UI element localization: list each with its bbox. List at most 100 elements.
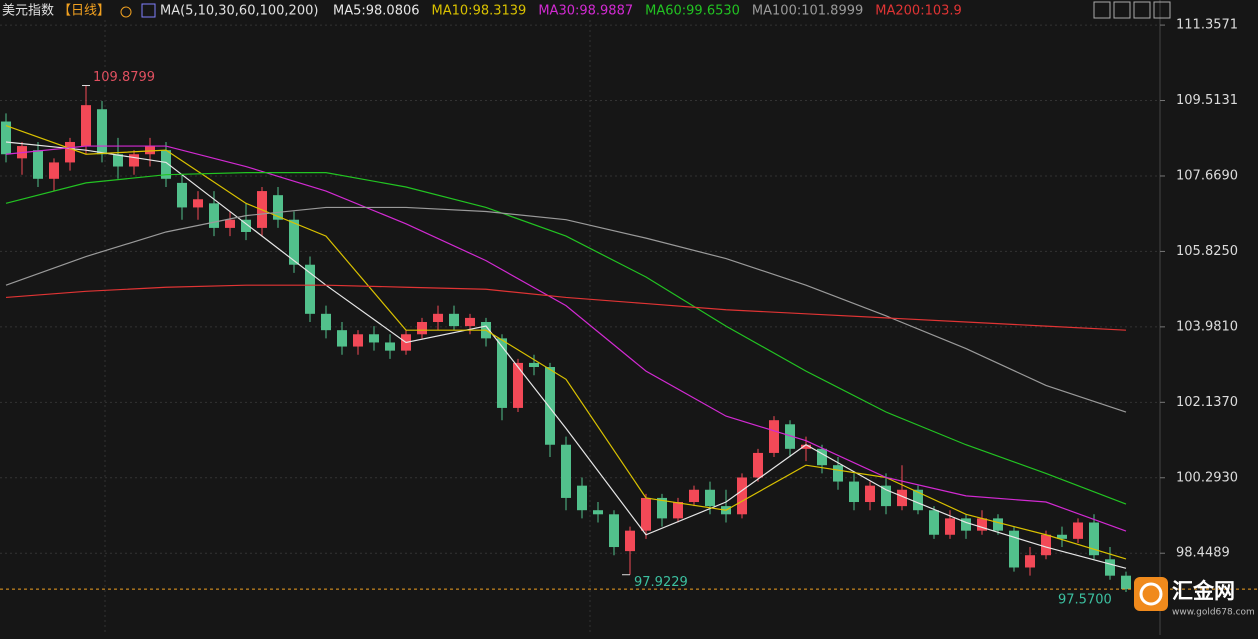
ma-line: [5, 145, 1127, 532]
candle-body: [817, 448, 827, 466]
ma-label: MA(5,10,30,60,100,200): [160, 4, 318, 19]
candle-body: [449, 313, 459, 327]
high-label: 109.8799: [93, 70, 155, 85]
candle-body: [369, 334, 379, 343]
candle-body: [977, 518, 987, 531]
candle-body: [881, 485, 891, 507]
candle-body: [353, 334, 363, 347]
candle-body: [561, 444, 571, 498]
y-tick-label: 109.5131: [1176, 93, 1238, 108]
candle-body: [81, 105, 91, 147]
candle-body: [913, 489, 923, 511]
candle-body: [1009, 530, 1019, 568]
candle-body: [1, 121, 11, 155]
legend-entry: MA10:98.3139: [432, 4, 527, 19]
candle-body: [993, 518, 1003, 531]
candle-body: [225, 219, 235, 228]
candle-body: [737, 477, 747, 515]
y-tick-label: 103.9810: [1176, 319, 1238, 334]
candle-body: [385, 342, 395, 351]
candle-body: [577, 485, 587, 511]
legend-entry: MA30:98.9887: [538, 4, 633, 19]
candle-body: [513, 362, 523, 408]
candle-body: [1041, 534, 1051, 556]
candle-body: [337, 330, 347, 347]
y-tick-label: 102.1370: [1176, 395, 1238, 410]
candle-body: [641, 497, 651, 531]
candle-body: [1073, 522, 1083, 539]
candle-body: [897, 489, 907, 507]
candle-body: [273, 195, 283, 220]
legend-entry: MA200:103.9: [875, 4, 962, 19]
candle-body: [417, 322, 427, 335]
candle-body: [65, 141, 75, 163]
ma-line: [5, 206, 1127, 413]
y-tick-label: 98.4489: [1176, 546, 1230, 561]
watermark: 汇金网 www.gold678.com: [1134, 577, 1255, 618]
last-price-label: 97.5700: [1058, 593, 1112, 608]
ma-line: [5, 172, 1127, 505]
ma-icon[interactable]: [141, 3, 156, 18]
candle-body: [609, 514, 619, 548]
logo-mark: [1139, 582, 1163, 606]
candle-body: [1025, 555, 1035, 568]
candle-body: [625, 530, 635, 552]
candle-body: [97, 109, 107, 155]
watermark-name: 汇金网: [1172, 579, 1235, 603]
candle-body: [129, 154, 139, 167]
candle-body: [177, 182, 187, 208]
y-tick-label: 107.6690: [1176, 168, 1238, 183]
tool-button[interactable]: [1113, 1, 1131, 19]
tool-button[interactable]: [1153, 1, 1171, 19]
period[interactable]: 【日线】: [58, 4, 110, 19]
candle-body: [145, 146, 155, 155]
header: 美元指数 【日线】 MA(5,10,30,60,100,200): [2, 3, 318, 19]
ma-line: [5, 141, 1127, 569]
watermark-url: www.gold678.com: [1172, 608, 1255, 618]
low-label: 97.9229: [634, 575, 688, 590]
tool-button[interactable]: [1093, 1, 1111, 19]
candle-body: [689, 489, 699, 503]
candle-body: [753, 452, 763, 478]
candle-body: [305, 264, 315, 314]
y-tick-label: 100.2930: [1176, 470, 1238, 485]
candle-body: [801, 444, 811, 449]
candle-body: [545, 367, 555, 445]
candle-body: [929, 510, 939, 535]
candle-body: [49, 162, 59, 179]
candle-body: [321, 313, 331, 331]
candle-body: [1057, 534, 1067, 539]
candle-body: [33, 150, 43, 179]
candle-body: [529, 362, 539, 368]
candle-body: [961, 518, 971, 531]
candle-body: [209, 203, 219, 228]
candle-body: [865, 485, 875, 503]
candle-body: [785, 424, 795, 449]
logo: [1134, 577, 1168, 611]
candle-body: [241, 219, 251, 232]
candle-body: [289, 219, 299, 265]
toggle-icon[interactable]: [120, 6, 132, 18]
toolbar: [1093, 1, 1171, 19]
candle-body: [113, 154, 123, 167]
candle-body: [657, 497, 667, 519]
candle-body: [193, 199, 203, 208]
legend-entry: MA60:99.6530: [645, 4, 740, 19]
ma-line: [5, 125, 1127, 560]
candle-body: [705, 489, 715, 507]
candle-body: [769, 420, 779, 453]
candle-body: [593, 510, 603, 515]
candle-body: [1105, 559, 1115, 576]
candle-body: [161, 150, 171, 179]
candle-body: [497, 338, 507, 408]
candle-body: [433, 313, 443, 323]
candle-body: [1121, 575, 1131, 590]
legend-entry: MA100:101.8999: [752, 4, 863, 19]
tool-button[interactable]: [1133, 1, 1151, 19]
title: 美元指数: [2, 4, 54, 19]
candle-body: [673, 502, 683, 519]
candle-body: [465, 317, 475, 327]
